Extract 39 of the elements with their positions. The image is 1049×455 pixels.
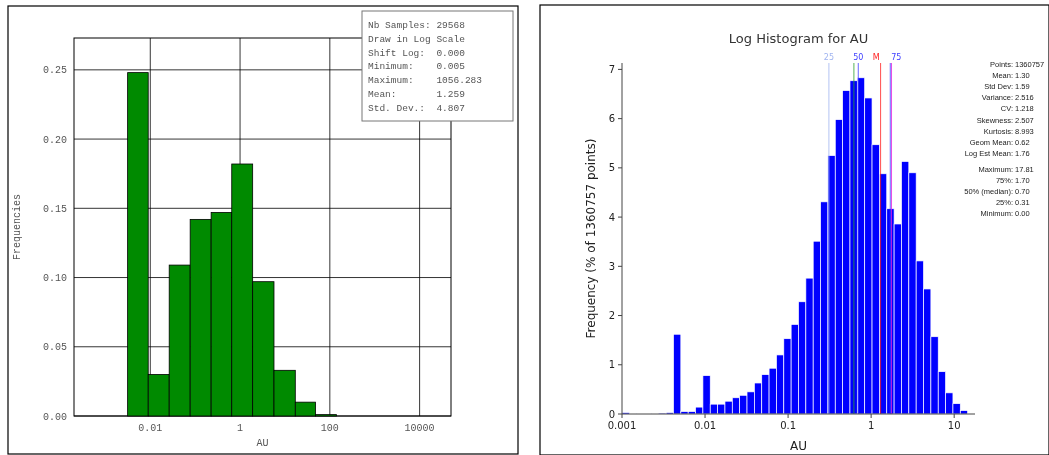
y-tick-label: 0.15	[42, 203, 67, 215]
y-tick-label: 4	[608, 211, 615, 223]
y-tick-label: 7	[608, 63, 615, 75]
y-tick-label: 5	[608, 162, 615, 174]
y-tick-label: 6	[608, 113, 615, 125]
x-tick-label: 0.01	[138, 423, 163, 434]
y-tick-label: 0	[608, 408, 615, 420]
chart-title: Log Histogram for AU	[728, 31, 869, 46]
y-tick-label: 0.10	[42, 273, 67, 285]
x-axis-title: AU	[256, 438, 269, 449]
x-tick-label: 1	[237, 423, 244, 434]
x-tick-label: 10000	[404, 423, 435, 434]
annotation: Mean: 1.259	[368, 89, 466, 100]
y-tick-label: 0.20	[42, 134, 67, 146]
y-tick-label: 0.25	[42, 65, 67, 77]
x-tick-label: 10	[947, 420, 961, 431]
x-tick-label: 0.001	[607, 420, 637, 431]
annotation: Minimum: 0.005	[368, 61, 466, 73]
y-tick-label: 1	[608, 359, 615, 371]
x-axis-title: AU	[790, 439, 807, 453]
annotation: 75	[891, 53, 902, 62]
x-tick-label: 0.1	[780, 420, 797, 431]
annotation: Maximum: 1056.283	[368, 75, 483, 87]
x-tick-label: 1	[867, 420, 875, 431]
annotation: Shift Log: 0.000	[368, 47, 466, 59]
annotation: 25	[823, 53, 834, 62]
y-axis-title: Frequency (% of 1360757 points)	[584, 138, 598, 339]
y-tick-label: 0.05	[42, 342, 67, 354]
y-tick-label: 2	[608, 310, 615, 322]
annotation: Std. Dev.: 4.807	[368, 102, 465, 114]
y-axis-title: Frequencies	[12, 193, 23, 261]
text: Nb Samples: 29568	[368, 20, 466, 31]
y-tick-label: 3	[608, 260, 615, 272]
annotation: 50	[853, 53, 864, 62]
x-tick-label: 0.01	[693, 420, 717, 431]
annotation: M	[872, 53, 880, 62]
y-tick-label: 0.00	[42, 411, 67, 423]
annotation: Draw in Log Scale	[368, 33, 466, 45]
x-tick-label: 100	[320, 423, 339, 434]
